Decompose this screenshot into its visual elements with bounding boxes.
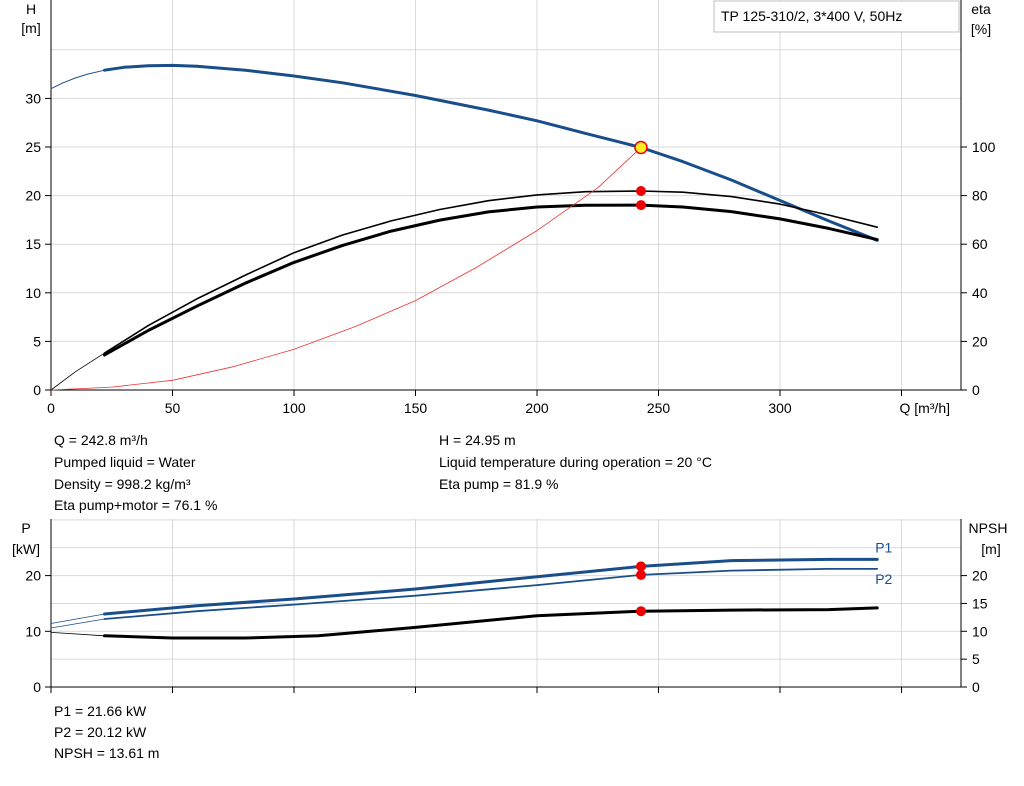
result-eta-pump: Eta pump = 81.9 % <box>439 476 559 492</box>
y-tick-label-right: 5 <box>972 651 980 667</box>
operating-point-marker <box>634 140 648 155</box>
series-line-2-3 <box>50 613 105 624</box>
y-tick-label-right: 20 <box>972 568 988 584</box>
x-tick-label: 250 <box>647 400 671 416</box>
y-tick-label-left: 0 <box>33 382 41 398</box>
series-label-p1: P1 <box>875 539 892 555</box>
x-tick-label: 0 <box>47 400 55 416</box>
y-axis-unit-left: [kW] <box>12 541 40 557</box>
y-tick-label-left: 30 <box>25 90 41 106</box>
result-power-p2: P2 = 20.12 kW <box>54 724 147 740</box>
y-tick-label-right: 10 <box>972 623 988 639</box>
result-density: Density = 998.2 kg/m³ <box>54 476 191 492</box>
x-tick-label: 200 <box>525 400 549 416</box>
series-line-2-5 <box>103 606 879 640</box>
y-axis-label-left: P <box>21 520 30 536</box>
y-axis-label-left: H <box>26 1 36 17</box>
y-tick-label-left: 20 <box>25 568 41 584</box>
y-axis-unit-right: [m] <box>981 541 1000 557</box>
x-tick-label: 300 <box>768 400 792 416</box>
y-tick-label-right: 100 <box>972 139 996 155</box>
result-liquid-temperature: Liquid temperature during operation = 20… <box>439 454 712 470</box>
result-npsh: NPSH = 13.61 m <box>54 745 160 761</box>
series-line-1-1 <box>103 63 879 242</box>
series-line-1-4 <box>103 203 879 357</box>
y-tick-label-left: 15 <box>25 236 41 252</box>
y-tick-label-left: 10 <box>25 623 41 639</box>
y-tick-label-right: 80 <box>972 188 988 204</box>
y-axis-unit-left: [m] <box>21 20 40 36</box>
series-line-2-1 <box>103 557 879 616</box>
operating-point-marker <box>636 561 647 572</box>
result-flow-q: Q = 242.8 m³/h <box>54 432 148 448</box>
series-line-2-6 <box>50 632 105 637</box>
y-tick-label-right: 60 <box>972 236 988 252</box>
y-axis-label-right: eta <box>971 1 991 17</box>
y-tick-label-right: 0 <box>972 382 980 398</box>
y-tick-label-left: 10 <box>25 285 41 301</box>
series-line-2-2 <box>103 568 879 620</box>
operating-point-marker <box>636 606 647 617</box>
chart-title: TP 125-310/2, 3*400 V, 50Hz <box>721 8 902 24</box>
y-axis-unit-right: [%] <box>971 21 991 37</box>
y-tick-label-right: 15 <box>972 595 988 611</box>
y-tick-label-left: 5 <box>33 333 41 349</box>
x-tick-label: 150 <box>404 400 428 416</box>
x-axis-label: Q [m³/h] <box>899 400 950 416</box>
operating-point-marker <box>636 200 647 211</box>
result-power-p1: P1 = 21.66 kW <box>54 703 147 719</box>
x-tick-label: 50 <box>165 400 181 416</box>
chart-panel-2 <box>45 519 967 693</box>
y-tick-label-right: 20 <box>972 333 988 349</box>
series-line-1-5 <box>50 352 105 391</box>
result-eta-pump-motor: Eta pump+motor = 76.1 % <box>54 497 218 513</box>
series-line-2-4 <box>50 618 105 629</box>
series-label-p2: P2 <box>875 571 892 587</box>
title-box <box>713 0 960 33</box>
series-line-1-3 <box>103 190 879 354</box>
y-tick-label-right: 0 <box>972 679 980 695</box>
result-pumped-liquid: Pumped liquid = Water <box>54 454 196 470</box>
y-tick-label-left: 25 <box>25 139 41 155</box>
series-line-1-6 <box>50 147 642 391</box>
y-axis-label-right: NPSH <box>969 520 1008 536</box>
chart-panel-1 <box>45 0 967 396</box>
result-head-h: H = 24.95 m <box>439 432 516 448</box>
y-tick-label-right: 40 <box>972 285 988 301</box>
y-tick-label-left: 0 <box>33 679 41 695</box>
y-tick-label-left: 20 <box>25 188 41 204</box>
operating-point-marker <box>636 185 647 196</box>
x-tick-label: 100 <box>282 400 306 416</box>
operating-point-marker <box>636 569 647 580</box>
series-line-1-2 <box>50 69 105 90</box>
